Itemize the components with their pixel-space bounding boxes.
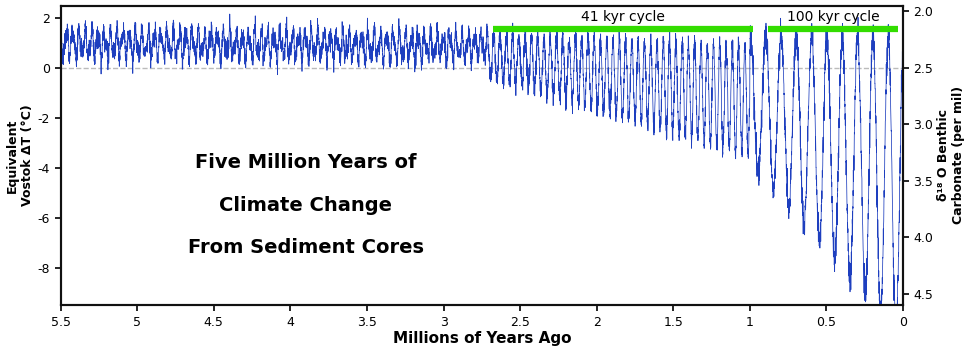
Text: From Sediment Cores: From Sediment Cores xyxy=(187,238,423,257)
Text: 100 kyr cycle: 100 kyr cycle xyxy=(787,10,880,24)
Text: Five Million Years of: Five Million Years of xyxy=(195,153,417,172)
Text: 41 kyr cycle: 41 kyr cycle xyxy=(581,10,665,24)
X-axis label: Millions of Years Ago: Millions of Years Ago xyxy=(392,332,571,346)
Y-axis label: Equivalent
Vostok ΔT (°C): Equivalent Vostok ΔT (°C) xyxy=(6,105,34,206)
Text: Climate Change: Climate Change xyxy=(219,196,392,215)
Y-axis label: δ¹⁸ O Benthic
Carbonate (per mil): δ¹⁸ O Benthic Carbonate (per mil) xyxy=(937,86,965,225)
